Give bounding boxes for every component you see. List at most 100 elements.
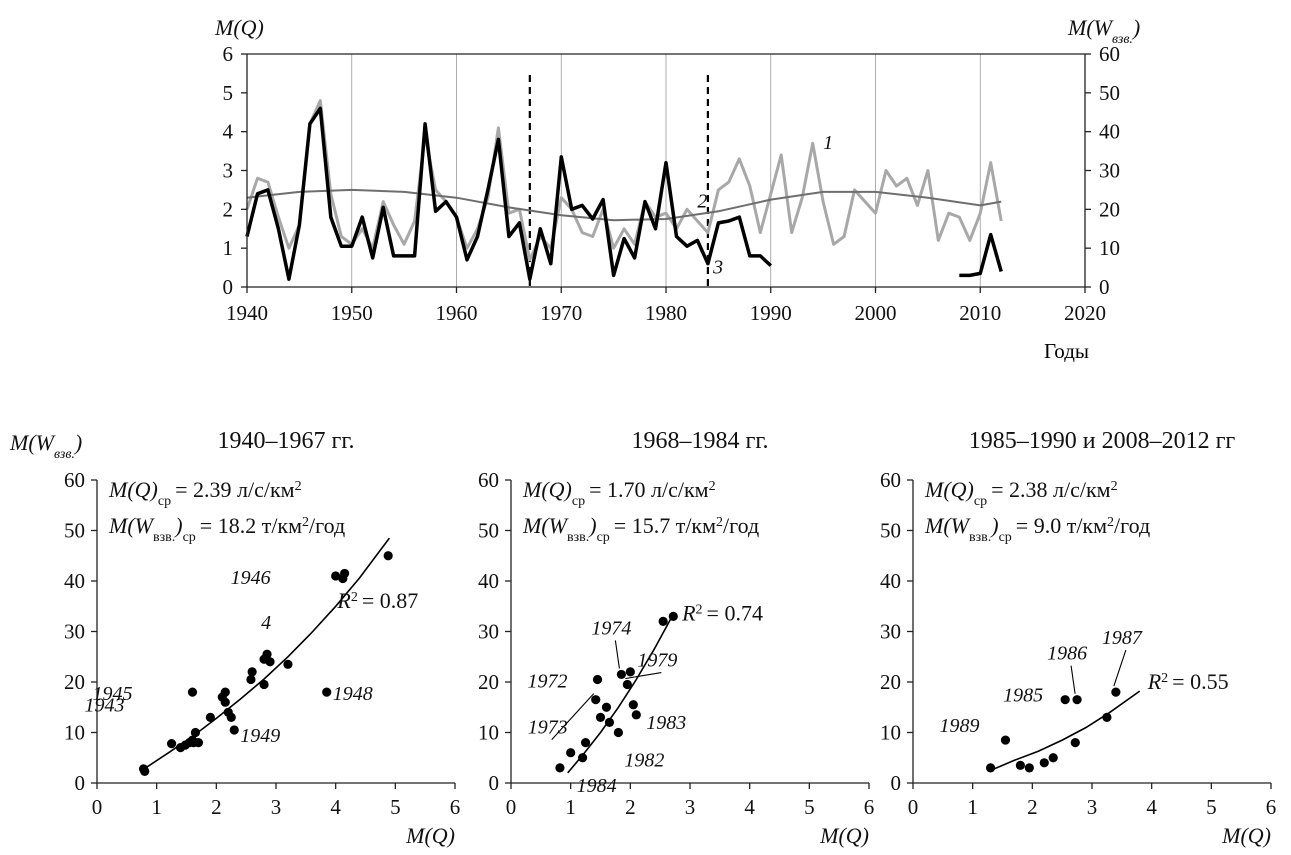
data-point — [1039, 758, 1049, 768]
y-tick-label: 30 — [64, 620, 85, 644]
y-tick-label-right: 30 — [1099, 159, 1120, 183]
y-tick-label-right: 20 — [1099, 197, 1120, 221]
data-point — [262, 649, 272, 659]
stat-w-sup: 2 — [1107, 515, 1114, 530]
stat-q-sup: 2 — [1111, 479, 1118, 494]
stat-w-name: M(W — [108, 513, 155, 538]
data-point — [625, 667, 635, 677]
stat-q-name: M(Q) — [924, 477, 974, 502]
panel-title: 1968–1984 гг. — [632, 428, 769, 454]
x-tick-label: 1980 — [645, 301, 687, 325]
trend-curve — [990, 690, 1141, 772]
x-tick-label: 1 — [967, 795, 978, 819]
y-tick-label-right: 60 — [1099, 42, 1120, 66]
annotation-arrow — [1070, 665, 1076, 694]
scatter-y-axis-label-sub: взв. — [54, 447, 75, 462]
y-tick-label: 20 — [880, 670, 901, 694]
data-point — [555, 763, 565, 773]
stat-w-sub2: ср — [597, 530, 610, 545]
year-label-1982: 1982 — [624, 750, 664, 772]
x-tick-label: 0 — [92, 795, 103, 819]
stat-q-sup: 2 — [709, 479, 716, 494]
x-tick-label: 2010 — [959, 301, 1001, 325]
stat-w-sub1: взв. — [567, 530, 589, 545]
series-2-line — [246, 188, 1002, 222]
y-tick-label: 40 — [64, 569, 85, 593]
x-tick-label: 0 — [506, 795, 517, 819]
data-point — [247, 667, 257, 677]
y-tick-label-left: 2 — [223, 197, 234, 221]
y-tick-label: 30 — [478, 620, 499, 644]
scatter-panel-1940-1967: 0 10 20 30 40 50 60 0 1 2 3 4 5 6 M(Q) 1940–1967 гг. M(Q… — [64, 428, 460, 848]
x-tick-label: 4 — [330, 795, 341, 819]
x-tick-label: 6 — [450, 795, 461, 819]
y-tick-label: 50 — [64, 519, 85, 543]
year-label-1983: 1983 — [646, 712, 686, 734]
data-point — [566, 748, 576, 758]
data-point — [613, 727, 624, 738]
y-tick-label: 10 — [880, 721, 901, 745]
y-tick-label-right: 0 — [1099, 275, 1110, 299]
y-tick-label: 60 — [880, 468, 901, 492]
left-axis-label: M(Q) — [214, 15, 264, 40]
year-label-1985: 1985 — [1003, 685, 1043, 707]
data-point — [622, 679, 632, 690]
x-tick-label: 2 — [625, 795, 636, 819]
r2-symbol: R — [1147, 669, 1162, 694]
x-tick-label: 6 — [864, 795, 875, 819]
data-point — [340, 568, 350, 579]
year-label-1972: 1972 — [528, 670, 568, 692]
x-tick-label: 1990 — [750, 301, 792, 325]
data-point — [265, 657, 275, 667]
x-tick-label: 1 — [565, 795, 576, 819]
annotation-arrow — [551, 693, 595, 741]
stat-w-sup: 2 — [716, 515, 723, 530]
data-point — [1015, 760, 1025, 770]
panel-title: 1985–1990 и 2008–2012 гг — [969, 428, 1236, 454]
data-point — [246, 674, 256, 685]
data-point — [631, 710, 641, 720]
y-tick-label: 60 — [478, 468, 499, 492]
stat-q-value: = 2.38 л/с/км — [991, 477, 1111, 502]
stat-w-sup: 2 — [302, 515, 309, 530]
data-point — [578, 753, 588, 763]
stat-q-sub: ср — [974, 494, 987, 509]
right-axis-label-main: M(W — [1067, 15, 1114, 40]
x-tick-label: 1 — [151, 795, 162, 819]
series-labels: 1 2 3 — [697, 132, 833, 278]
year-label-1979: 1979 — [637, 650, 677, 672]
stat-w-sub2: ср — [999, 530, 1012, 545]
stat-w-name: M(W — [522, 513, 569, 538]
series-1-line — [245, 99, 1003, 262]
x-axis-label: M(Q) — [819, 823, 869, 848]
y-tick-label: 0 — [489, 771, 500, 795]
year-label-1946: 1946 — [231, 567, 271, 589]
stat-q-value: = 1.70 л/с/км — [589, 477, 709, 502]
data-point — [616, 669, 626, 680]
data-point — [1024, 763, 1034, 773]
r-squared-label: R2 = 0.74 — [681, 600, 763, 625]
y-tick-label: 20 — [64, 670, 85, 694]
r2-value: = 0.74 — [707, 600, 763, 625]
stat-w-sub1: взв. — [153, 530, 175, 545]
r-squared-label: R2 = 0.87 — [336, 588, 418, 613]
y-tick-label-left: 5 — [223, 81, 234, 105]
data-point — [1111, 687, 1121, 697]
r2-value: = 0.87 — [362, 588, 418, 613]
stat-q-name: M(Q) — [522, 477, 572, 502]
right-axis-label-close: ) — [1131, 15, 1140, 40]
scatter-y-axis-label-close: ) — [73, 430, 82, 455]
data-point — [1060, 695, 1070, 705]
stat-q-sup: 2 — [295, 479, 302, 494]
annotation-arrow — [625, 671, 662, 680]
x-tick-label: 2000 — [855, 301, 897, 325]
data-point — [205, 712, 215, 722]
time-series-chart: 1940 1950 1960 1970 1980 1990 2000 2010 20200123… — [214, 15, 1140, 363]
data-point — [658, 616, 668, 627]
stat-w-value: = 15.7 т/км — [614, 513, 716, 538]
year-label-1989: 1989 — [939, 715, 979, 737]
x-tick-label: 6 — [1266, 795, 1277, 819]
data-point — [1048, 753, 1058, 763]
data-point — [259, 679, 269, 690]
